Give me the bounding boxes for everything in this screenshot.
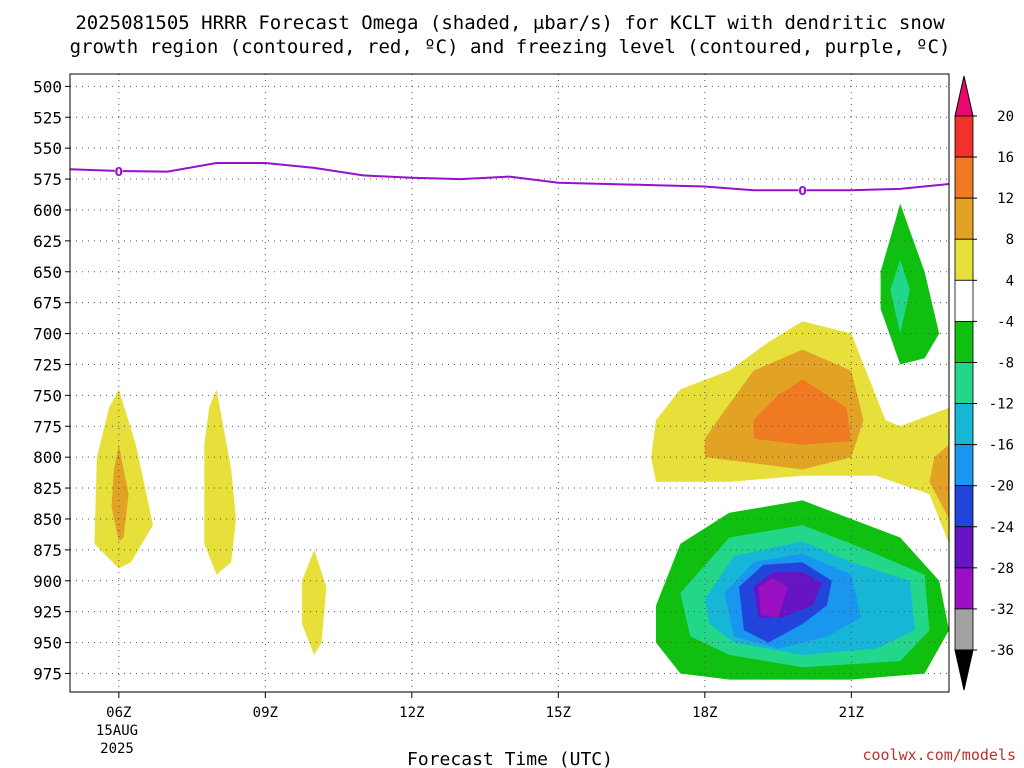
colorbar-band <box>954 526 974 569</box>
colorbar-label: 16 <box>997 150 1014 166</box>
x-axis: 06Z 09Z 12Z 15Z 18Z 21Z <box>106 692 864 721</box>
y-tick-label: 975 <box>33 664 62 683</box>
colorbar-label: -8 <box>997 355 1014 371</box>
omega-region-2 <box>204 389 236 575</box>
colorbar-top-triangle <box>954 75 974 117</box>
colorbar-bottom-triangle <box>954 649 974 691</box>
x-tick-label: 18Z <box>692 705 717 721</box>
colorbar-label: 12 <box>997 191 1014 207</box>
plot-frame <box>69 73 950 693</box>
y-axis: 500 525 550 575 600 625 650 675 700 725 750 775 800 8… <box>33 77 70 683</box>
chart-title-line-1: 2025081505 HRRR Forecast Omega (shaded, … <box>75 12 945 34</box>
freezing-level-label: 0 <box>798 184 806 198</box>
x-tick-label: 15Z <box>546 705 571 721</box>
freezing-label-bg <box>798 183 807 197</box>
y-tick-label: 950 <box>33 634 62 653</box>
colorbar-band <box>954 279 974 322</box>
colorbar-band <box>954 238 974 281</box>
omega-region-7 <box>929 444 949 519</box>
colorbar-label: -36 <box>989 643 1014 659</box>
y-tick-label: 675 <box>33 294 62 313</box>
x-date-line-1: 15AUG <box>96 723 138 739</box>
x-tick-label: 06Z <box>106 705 131 721</box>
colorbar-band <box>954 320 974 363</box>
x-date-line-2: 2025 <box>100 741 134 757</box>
plot-area: 00 <box>69 73 950 693</box>
y-tick-label: 925 <box>33 603 62 622</box>
x-tick-label: 09Z <box>253 705 278 721</box>
y-tick-label: 775 <box>33 417 62 436</box>
colorbar-label: 4 <box>1006 273 1014 289</box>
colorbar-label: -32 <box>989 602 1014 618</box>
omega-region-3 <box>302 549 327 655</box>
colorbar-label: 8 <box>1006 232 1014 248</box>
x-axis-label: Forecast Time (UTC) <box>407 749 613 768</box>
colorbar-band <box>954 156 974 199</box>
colorbar-band <box>954 444 974 487</box>
colorbar-label: 20 <box>997 109 1014 125</box>
y-tick-label: 650 <box>33 263 62 282</box>
y-tick-label: 600 <box>33 201 62 220</box>
colorbar-label: -20 <box>989 479 1014 495</box>
freezing-level-contour: 00 <box>70 162 949 198</box>
y-tick-label: 550 <box>33 139 62 158</box>
omega-region-1 <box>111 444 129 542</box>
x-tick-label: 12Z <box>399 705 424 721</box>
colorbar-band <box>954 485 974 528</box>
colorbar-label: -4 <box>997 314 1014 330</box>
y-tick-label: 625 <box>33 232 62 251</box>
colorbar-label: -12 <box>989 397 1014 413</box>
y-tick-label: 750 <box>33 386 62 405</box>
colorbar-band <box>954 608 974 651</box>
y-tick-label: 575 <box>33 170 62 189</box>
omega-region-8 <box>880 203 940 365</box>
chart-title-line-2: growth region (contoured, red, ºC) and f… <box>70 36 951 58</box>
y-tick-label: 850 <box>33 510 62 529</box>
colorbar-band <box>954 403 974 446</box>
y-tick-label: 900 <box>33 572 62 591</box>
x-tick-label: 21Z <box>839 705 864 721</box>
y-tick-label: 500 <box>33 77 62 96</box>
y-tick-label: 875 <box>33 541 62 560</box>
y-tick-label: 525 <box>33 108 62 127</box>
freezing-level-label: 0 <box>115 165 123 179</box>
colorbar-label: -28 <box>989 561 1014 577</box>
colorbar-band <box>954 197 974 240</box>
y-tick-label: 725 <box>33 355 62 374</box>
colorbar: 20 16 12 8 4 -4 -8 -12 -16 -20 -24 -28 -32 -36 <box>954 75 1014 691</box>
colorbar-band <box>954 115 974 158</box>
colorbar-band <box>954 567 974 610</box>
y-tick-label: 800 <box>33 448 62 467</box>
y-tick-label: 700 <box>33 325 62 344</box>
freezing-label-bg <box>114 164 123 178</box>
colorbar-label: -24 <box>989 520 1014 536</box>
omega-region-16 <box>758 578 788 618</box>
omega-region-9 <box>890 259 910 334</box>
colorbar-label: -16 <box>989 438 1014 454</box>
credit-text: coolwx.com/models <box>862 746 1016 764</box>
y-tick-label: 825 <box>33 479 62 498</box>
colorbar-band <box>954 362 974 404</box>
